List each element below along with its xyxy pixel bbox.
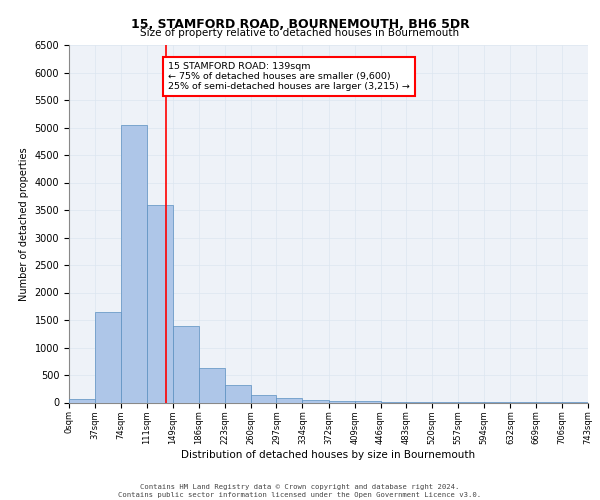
Bar	[302, 400, 329, 402]
Bar	[95, 312, 121, 402]
Bar	[277, 398, 302, 402]
X-axis label: Distribution of detached houses by size in Bournemouth: Distribution of detached houses by size …	[181, 450, 476, 460]
Bar	[329, 401, 355, 402]
Text: Contains HM Land Registry data © Crown copyright and database right 2024.
Contai: Contains HM Land Registry data © Crown c…	[118, 484, 482, 498]
Text: 15, STAMFORD ROAD, BOURNEMOUTH, BH6 5DR: 15, STAMFORD ROAD, BOURNEMOUTH, BH6 5DR	[131, 18, 469, 30]
Bar	[199, 368, 225, 402]
Bar	[225, 386, 251, 402]
Text: 15 STAMFORD ROAD: 139sqm
← 75% of detached houses are smaller (9,600)
25% of sem: 15 STAMFORD ROAD: 139sqm ← 75% of detach…	[168, 62, 410, 92]
Bar	[121, 125, 146, 402]
Bar	[173, 326, 199, 402]
Y-axis label: Number of detached properties: Number of detached properties	[19, 147, 29, 300]
Text: Size of property relative to detached houses in Bournemouth: Size of property relative to detached ho…	[140, 28, 460, 38]
Bar	[146, 204, 173, 402]
Bar	[69, 398, 95, 402]
Bar	[251, 395, 277, 402]
